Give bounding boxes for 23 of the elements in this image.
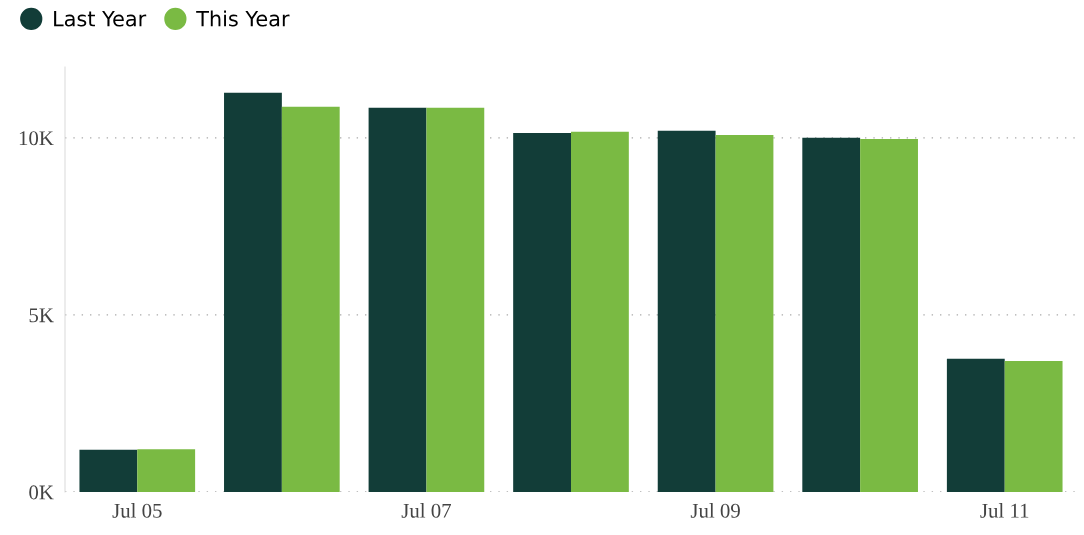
bar xyxy=(281,106,340,492)
bar xyxy=(426,107,485,492)
bar xyxy=(946,358,1005,492)
bar xyxy=(368,107,427,492)
y-tick-label: 5K xyxy=(29,308,54,323)
bar xyxy=(513,132,571,492)
bar xyxy=(715,135,774,492)
bar xyxy=(571,131,629,492)
bar xyxy=(79,449,138,492)
y-tick-label: 0K xyxy=(29,485,54,500)
bar xyxy=(802,137,861,492)
x-tick-label: Jul 07 xyxy=(401,503,452,518)
legend-label: This Year xyxy=(196,10,290,27)
x-tick-label: Jul 09 xyxy=(690,503,740,518)
bar xyxy=(657,130,716,492)
y-tick-label: 10K xyxy=(19,131,54,146)
x-tick-label: Jul 11 xyxy=(980,503,1029,518)
bar xyxy=(1004,360,1063,492)
x-tick-label: Jul 05 xyxy=(112,503,162,518)
legend-label: Last Year xyxy=(54,11,147,27)
bar xyxy=(860,138,918,492)
bar xyxy=(137,449,196,492)
bar xyxy=(224,92,282,492)
